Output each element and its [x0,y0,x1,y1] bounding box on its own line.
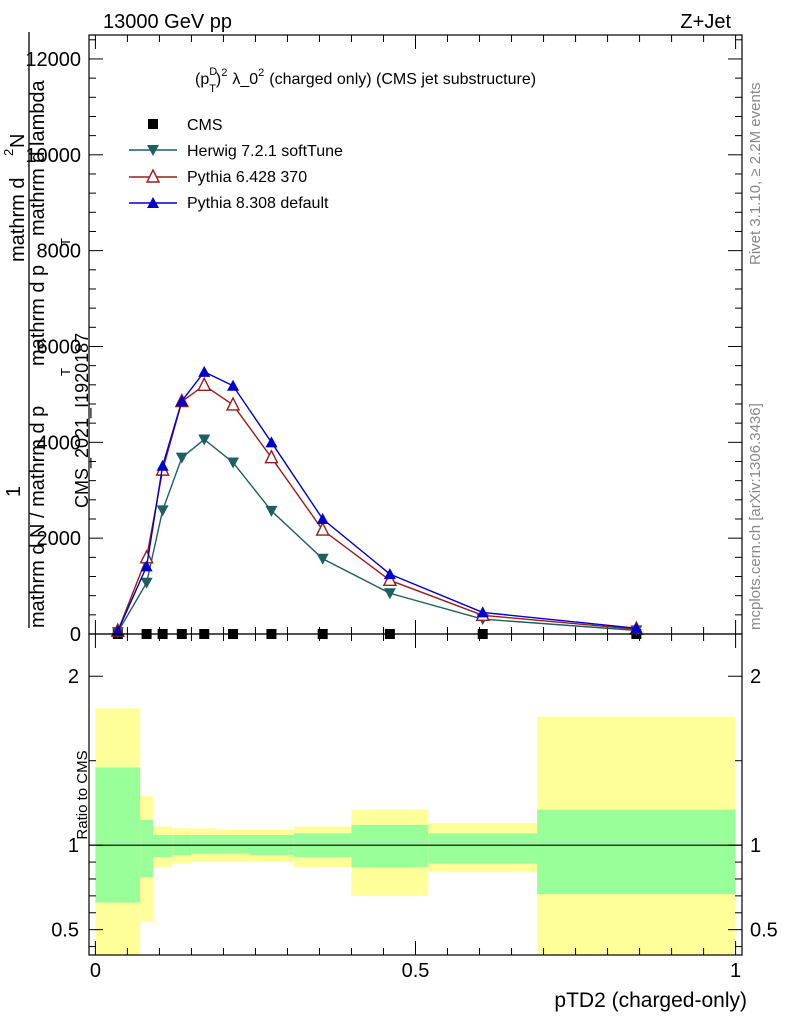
series-2 [110,376,644,637]
main-y-tick-label: 0 [70,624,81,646]
ratio-frame [88,633,743,956]
ratio-band-inner [217,835,250,854]
data-point [265,436,278,448]
ratio-y-tick-label: 1 [68,835,79,857]
series-line [117,384,637,632]
ylabel-numerator-sup: 2 [1,149,16,156]
ylabel-denominator-1: mathrm d N / mathrm d p [27,406,49,628]
main-y-ticks: 0 2000 4000 6000 8000 10000 12000 [25,35,742,646]
data-point [227,457,240,469]
x-tick-label: 0.5 [402,960,430,982]
ratio-ticks: 0.5 0.5 1 1 2 2 0 0.5 1 [51,634,778,982]
data-point [383,568,396,580]
x-axis-label: pTD2 (charged-only) [554,989,747,1012]
main-y-tick-label: 4000 [37,432,82,454]
ratio-y-tick-label-right: 1 [750,835,761,857]
data-point [140,560,153,572]
data-point [156,459,169,471]
x-tick-label: 1 [730,960,741,982]
legend-label-cms: CMS [187,117,223,134]
ylabel-denominator-2: mathrm d p [27,265,49,366]
data-point [265,505,278,517]
data-point [140,577,153,589]
legend-marker-cms [148,119,158,129]
ratio-bands [95,708,736,955]
ratio-y-label: Ratio to CMS [74,750,91,839]
ylabel-one: 1 [3,486,25,497]
main-y-tick-label: 2000 [37,528,82,550]
header-right: Z+Jet [680,11,731,33]
x-tick-label: 0 [90,960,101,982]
ylabel-numerator-a: mathrm d [7,178,29,262]
data-point [175,452,188,464]
data-point [476,606,489,618]
data-point [156,505,169,517]
ratio-band-inner [95,767,141,903]
data-point [383,588,396,600]
main-y-tick-label: 12000 [25,49,81,71]
ratio-y-tick-label-right: 2 [750,666,761,688]
rivet-label: Rivet 3.1.10, ≥ 2.2M events [747,83,764,266]
legend-marker-pythia6 [145,168,161,183]
data-point [175,395,188,407]
main-panel: CMS_2021_I1920187 0 2000 4000 6000 8000 10000… [1,32,743,646]
data-point [316,553,329,565]
ratio-band-inner [153,835,173,858]
ylabel-sub-t2: T [58,238,73,246]
legend-marker-pythia8 [147,197,159,208]
ratio-y-tick-label-right: 0.5 [750,920,778,942]
mcplots-label: mcplots.cern.ch [arXiv:1306.3436] [747,403,764,630]
legend-label-herwig: Herwig 7.2.1 softTune [187,143,343,160]
data-point [227,379,240,391]
data-point [198,434,211,446]
ylabel-denominator-3: mathrm d lambda [27,80,49,236]
ratio-panel: 0.5 0.5 1 1 2 2 0 0.5 1 Ratio to CMS pTD2 (charg… [51,633,778,1012]
ratio-band-inner [191,835,218,854]
watermark-text: CMS_2021_I1920187 [72,333,93,508]
ratio-band-inner [537,809,736,895]
main-y-tick-label: 8000 [37,241,82,263]
ratio-y-tick-label: 0.5 [51,920,79,942]
ratio-band-inner [428,833,538,864]
main-y-label: 1 mathrm d 2 N mathrm d N / mathrm d p T… [1,32,73,628]
data-point [198,365,211,377]
data-point [382,571,398,587]
legend: CMS Herwig 7.2.1 softTune Pythia 6.428 3… [129,117,343,212]
data-point [315,521,330,536]
legend-marker-herwig [147,145,159,156]
ratio-band-inner [140,819,154,878]
ratio-y-tick-label: 2 [68,666,79,688]
legend-label-pythia6: Pythia 6.428 370 [187,169,307,186]
main-y-tick-label: 6000 [37,336,82,358]
data-point [630,622,643,634]
series-line [117,370,637,632]
series-1 [111,434,643,639]
main-series [110,365,644,639]
data-point [316,512,329,524]
plot-title: (pD T)2 λ_02 (charged only) (CMS jet substr… [195,66,536,95]
series-3 [111,365,643,637]
header-left: 13000 GeV pp [103,11,232,33]
ylabel-sub-t1: T [58,368,73,376]
series-line [117,438,637,633]
data-point [197,376,212,391]
ylabel-numerator-b: N [7,134,29,148]
ratio-band-inner [351,824,429,868]
main-y-tick-label: 10000 [25,145,81,167]
data-point [264,449,279,464]
data-point [111,625,124,637]
data-point [225,396,241,411]
legend-label-pythia8: Pythia 8.308 default [187,195,329,212]
